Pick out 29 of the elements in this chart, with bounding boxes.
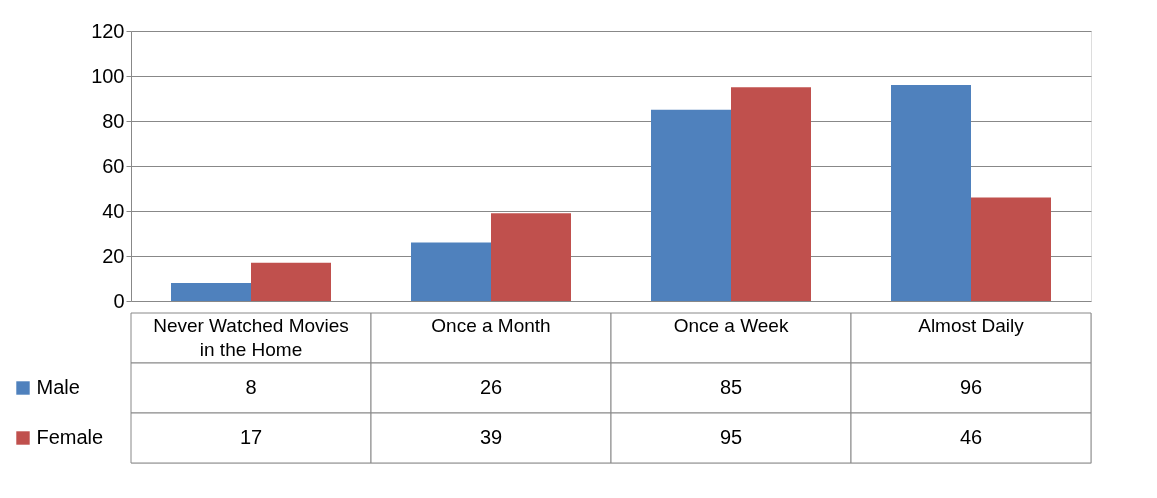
y-tick-label: 20: [102, 244, 125, 267]
bar: [651, 109, 731, 301]
bar: [491, 213, 571, 301]
y-tick-label: 100: [91, 64, 125, 87]
y-tick-label: 60: [102, 154, 125, 177]
data-label: 95: [719, 426, 743, 448]
data-label: 8: [245, 376, 257, 398]
legend-label: Female: [36, 426, 104, 448]
data-label: 26: [479, 376, 503, 398]
bar: [411, 242, 491, 301]
bar: [891, 85, 971, 301]
data-label: 39: [479, 426, 503, 448]
y-tick-label: 80: [102, 109, 125, 132]
bar: [731, 87, 811, 301]
x-tick-label: Once a Month: [431, 315, 551, 336]
data-label: 85: [719, 376, 743, 398]
legend-label: Male: [36, 376, 80, 398]
y-tick-label: 40: [102, 199, 125, 222]
bar: [171, 283, 251, 301]
bar: [251, 262, 331, 301]
y-tick-label: 0: [113, 289, 125, 312]
data-label: 96: [959, 376, 983, 398]
y-tick-label: 120: [91, 19, 125, 42]
bar: [971, 197, 1051, 301]
x-tick-label: Almost Daily: [918, 315, 1025, 336]
x-tick-label: Once a Week: [673, 315, 789, 336]
x-tick-label: Never Watched Movies in the Home: [153, 315, 349, 360]
data-label: 46: [959, 426, 983, 448]
data-label: 17: [239, 426, 263, 448]
